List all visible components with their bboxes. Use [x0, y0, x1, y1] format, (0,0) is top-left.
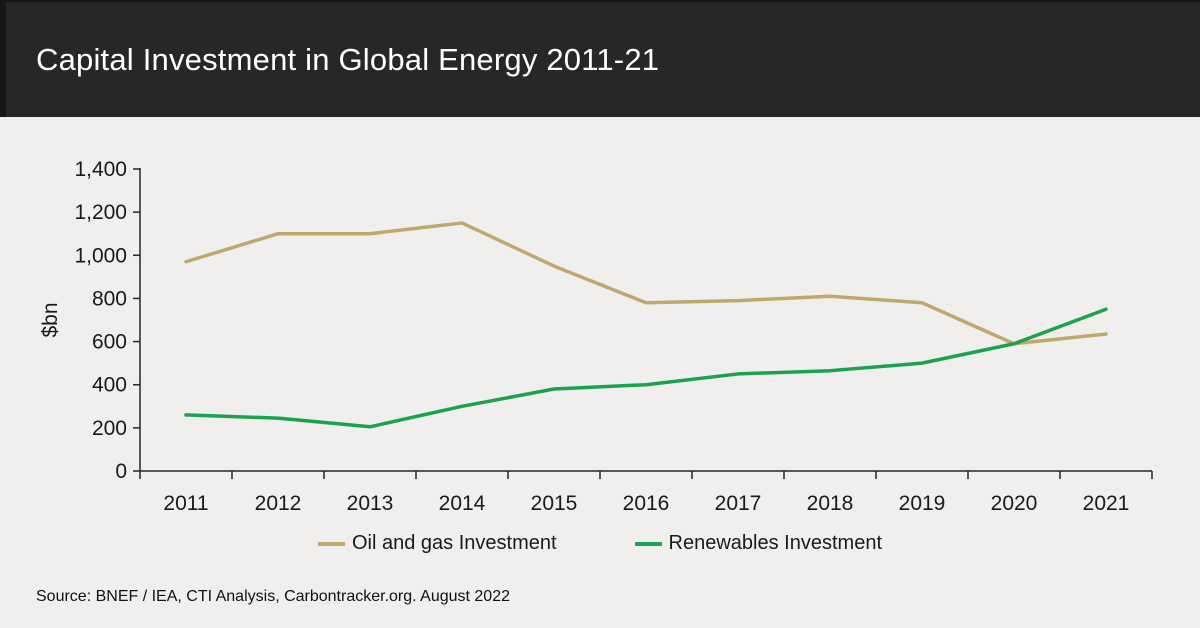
legend-label: Renewables Investment: [668, 532, 882, 554]
page-title: Capital Investment in Global Energy 2011…: [36, 41, 660, 77]
y-tick-label: 800: [92, 287, 127, 310]
x-tick-label: 2016: [623, 492, 670, 515]
x-tick-label: 2021: [1083, 492, 1130, 515]
x-tick-label: 2013: [347, 492, 394, 515]
x-tick-label: 2018: [807, 492, 854, 515]
x-tick-label: 2014: [439, 492, 486, 515]
source-text: Source: BNEF / IEA, CTI Analysis, Carbon…: [36, 588, 510, 605]
legend-item-oil-and-gas: Oil and gas Investment: [317, 532, 557, 555]
y-tick-label: 1,400: [74, 158, 127, 181]
title-banner: Capital Investment in Global Energy 2011…: [0, 0, 1200, 117]
x-tick-label: 2015: [531, 492, 578, 515]
x-tick-label: 2020: [991, 492, 1038, 515]
y-tick-label: 1,000: [74, 244, 127, 267]
y-tick-label: 400: [92, 374, 127, 397]
legend-label: Oil and gas Investment: [351, 532, 557, 554]
x-tick-label: 2019: [899, 492, 946, 515]
x-tick-label: 2011: [163, 492, 208, 515]
legend-item-renewables: Renewables Investment: [634, 532, 882, 555]
x-tick-label: 2012: [255, 492, 302, 515]
chart-legend: Oil and gas Investment Renewables Invest…: [0, 532, 1200, 555]
x-tick-label: 2017: [715, 492, 762, 515]
legend-swatch: [634, 541, 662, 546]
y-tick-label: 1,200: [74, 201, 127, 224]
y-tick-label: 600: [92, 331, 127, 354]
y-axis-title: $bn: [39, 302, 62, 337]
series-line-oil-and-gas-investment: [184, 221, 1108, 346]
legend-swatch: [317, 541, 345, 546]
y-tick-label: 0: [115, 460, 127, 483]
series-line-renewables-investment: [184, 307, 1108, 429]
y-tick-label: 200: [92, 417, 127, 440]
